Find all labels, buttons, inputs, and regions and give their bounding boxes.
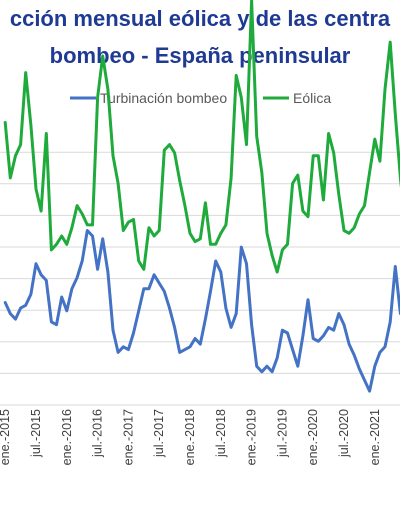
legend-label: Eólica <box>293 90 331 106</box>
x-tick-label: jul.-2021 <box>399 409 400 458</box>
x-axis-ticks: ene.-2015 jul.-2015 ene.-2016 jul.-2016 ene.… <box>0 409 400 465</box>
x-tick-label: jul.-2018 <box>214 409 228 458</box>
x-tick-label: jul.-2016 <box>91 409 105 458</box>
x-tick-label: ene.-2018 <box>183 409 197 465</box>
legend: Turbinación bombeo Eólica <box>70 90 331 106</box>
chart-title-line-2: bombeo - España peninsular <box>49 43 351 68</box>
x-tick-label: ene.-2016 <box>60 409 74 465</box>
legend-label: Turbinación bombeo <box>100 90 227 106</box>
x-tick-label: jul.-2020 <box>337 409 351 458</box>
x-tick-label: ene.-2015 <box>0 409 12 465</box>
chart-title-line-1: cción mensual eólica y de las centra <box>9 6 391 31</box>
x-tick-label: ene.-2017 <box>121 409 135 465</box>
x-tick-label: jul.-2017 <box>152 409 166 458</box>
x-tick-label: jul.-2015 <box>29 409 43 458</box>
x-tick-label: ene.-2020 <box>306 409 320 465</box>
grid-lines <box>0 151 400 406</box>
x-tick-label: ene.-2021 <box>368 409 382 465</box>
x-tick-label: ene.-2019 <box>245 409 259 465</box>
series-layer <box>3 0 400 393</box>
series-line-turbinacion-bombeo <box>3 229 400 393</box>
series-line-eolica <box>3 0 400 274</box>
x-tick-label: jul.-2019 <box>275 409 289 458</box>
